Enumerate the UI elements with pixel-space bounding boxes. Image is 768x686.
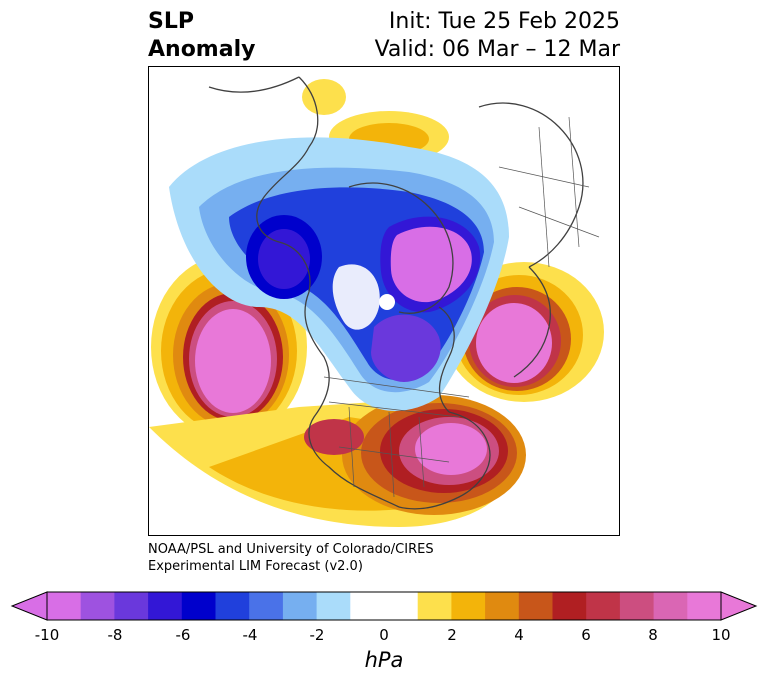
valid-date-range: Valid: 06 Mar – 12 Mar [374,37,620,62]
colorbar-cell [181,592,216,620]
colorbar-cell [215,592,250,620]
colorbar-cell [384,592,419,620]
colorbar-cell [350,592,385,620]
anomaly-high-eastern-us [304,395,526,515]
tick-label: -6 [175,626,191,644]
tick-label: -8 [107,626,123,644]
tick-label: -4 [242,626,258,644]
title-subvariable: Anomaly [148,37,256,62]
credits: NOAA/PSL and University of Colorado/CIRE… [148,541,434,575]
colorbar-units: hPa [364,648,404,672]
tick-label: 6 [581,626,591,644]
colorbar-cell [518,592,553,620]
map-title: SLP Anomaly [148,8,255,64]
colorbar-cell [148,592,183,620]
slp-anomaly-map [148,66,620,536]
colorbar-cell [451,592,486,620]
tick-label: 4 [514,626,524,644]
colorbar-extend-max [720,591,758,621]
colorbar-cell [586,592,621,620]
tick-label: 0 [379,626,389,644]
tick-label: 8 [648,626,658,644]
colorbar-cell [114,592,149,620]
colorbar-cell [619,592,655,620]
init-date: Init: Tue 25 Feb 2025 [388,9,620,34]
colorbar-cell [282,592,318,620]
colorbar-cells [10,591,758,621]
colorbar-cell [485,592,520,620]
colorbar [10,591,758,621]
colorbar-border [46,591,722,621]
map-canvas [149,76,604,527]
colorbar-ticks: -10 -8 -6 -4 -2 0 2 4 6 8 10 [0,626,768,646]
colorbar-cell [249,592,284,620]
colorbar-extend-min [10,591,48,621]
tick-label: -2 [309,626,325,644]
credits-line-1: NOAA/PSL and University of Colorado/CIRE… [148,542,434,557]
colorbar-cell [687,592,722,620]
tick-label: 2 [447,626,457,644]
colorbar-cell [316,592,351,620]
anomaly-neutral-patch [332,264,380,330]
political-borders [323,116,600,498]
credits-line-2: Experimental LIM Forecast (v2.0) [148,559,363,574]
tick-label: -10 [34,626,60,644]
forecast-dates: Init: Tue 25 Feb 2025 Valid: 06 Mar – 12… [375,8,620,64]
colorbar-cell [417,592,452,620]
title-variable: SLP [148,9,194,34]
colorbar-cell [552,592,587,620]
colorbar-cell [47,592,82,620]
colorbar-cell [80,592,115,620]
colorbar-cell [653,592,688,620]
tick-label: 10 [711,626,731,644]
